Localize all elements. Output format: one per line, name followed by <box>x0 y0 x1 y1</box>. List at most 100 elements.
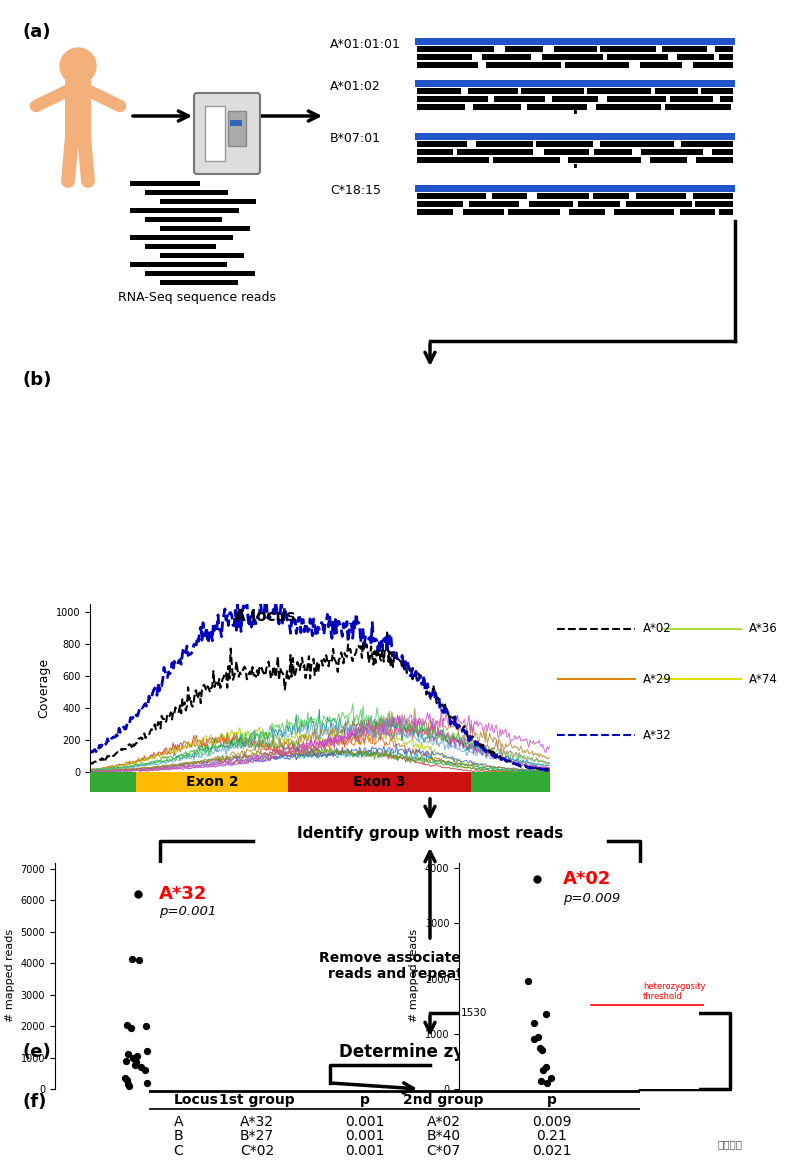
Bar <box>415 185 735 192</box>
Bar <box>626 201 692 207</box>
Text: C*02: C*02 <box>240 1144 274 1159</box>
Text: A*32: A*32 <box>159 885 207 903</box>
Point <box>120 1052 133 1070</box>
Bar <box>493 157 560 163</box>
Point <box>122 1045 135 1063</box>
Bar <box>417 193 486 199</box>
Bar <box>494 96 545 102</box>
Point <box>535 1041 548 1060</box>
Bar <box>417 209 453 215</box>
Bar <box>568 157 641 163</box>
Text: 1530: 1530 <box>462 1008 487 1018</box>
Bar <box>417 149 453 156</box>
Point <box>531 870 543 888</box>
Bar <box>90 772 137 792</box>
Bar <box>587 88 651 94</box>
Bar <box>417 104 465 110</box>
Bar <box>655 88 698 94</box>
Bar <box>415 38 735 45</box>
Bar <box>417 140 467 147</box>
Text: Determine zygosity: Determine zygosity <box>338 1043 521 1061</box>
Bar <box>695 201 733 207</box>
Text: RNA-Seq sequence reads: RNA-Seq sequence reads <box>118 291 276 304</box>
Point <box>130 1047 143 1066</box>
Bar <box>145 217 222 222</box>
Bar <box>482 55 531 60</box>
Bar <box>469 201 519 207</box>
Bar <box>593 193 629 199</box>
Bar <box>544 149 589 156</box>
Point <box>540 1074 553 1093</box>
Bar <box>712 149 733 156</box>
Text: Exon 3: Exon 3 <box>353 774 406 789</box>
Text: A*29: A*29 <box>643 673 672 686</box>
Bar <box>594 149 632 156</box>
Point <box>139 1061 152 1080</box>
Bar <box>137 772 288 792</box>
Bar <box>417 55 472 60</box>
Point <box>122 1076 135 1095</box>
Text: (f): (f) <box>22 1093 46 1111</box>
Point <box>544 1068 557 1087</box>
Bar <box>486 62 561 68</box>
Text: (e): (e) <box>22 1043 51 1061</box>
Bar <box>681 140 733 147</box>
Point <box>533 1038 546 1057</box>
Bar <box>693 193 733 199</box>
Bar <box>665 104 731 110</box>
Point <box>135 1058 148 1076</box>
Point <box>132 885 144 903</box>
Bar <box>417 88 461 94</box>
FancyBboxPatch shape <box>65 79 91 138</box>
Bar <box>600 140 674 147</box>
Text: heterozygosity
threshold: heterozygosity threshold <box>643 982 705 1001</box>
Text: C: C <box>173 1144 184 1159</box>
Bar <box>701 88 733 94</box>
Bar <box>696 157 733 163</box>
Bar <box>492 193 527 199</box>
Point <box>522 972 535 990</box>
Point <box>528 1014 540 1032</box>
Bar <box>537 193 589 199</box>
Bar <box>463 209 504 215</box>
Point <box>539 1005 552 1024</box>
Text: A*01:01:01: A*01:01:01 <box>330 37 401 50</box>
Point <box>531 1027 544 1046</box>
Text: Exon 2: Exon 2 <box>186 774 239 789</box>
Point <box>535 1072 548 1090</box>
Bar <box>662 46 707 52</box>
Bar <box>529 201 573 207</box>
Text: A*74: A*74 <box>749 673 778 686</box>
Text: C*07: C*07 <box>426 1144 461 1159</box>
Bar <box>521 88 584 94</box>
Bar <box>719 55 733 60</box>
Bar <box>719 209 733 215</box>
Point <box>121 1070 133 1089</box>
Point <box>528 1030 541 1048</box>
Bar <box>130 208 239 212</box>
Bar <box>417 157 489 163</box>
Bar <box>230 120 242 127</box>
Bar <box>160 226 250 231</box>
Bar <box>130 262 227 267</box>
Text: B*40: B*40 <box>426 1130 461 1144</box>
Bar <box>636 193 686 199</box>
Bar <box>536 140 593 147</box>
Bar <box>473 104 521 110</box>
Bar <box>160 199 256 204</box>
Text: 0.001: 0.001 <box>345 1115 385 1128</box>
Text: A*02: A*02 <box>426 1115 461 1128</box>
Bar <box>457 149 533 156</box>
Bar <box>228 111 246 146</box>
Text: ·: · <box>571 154 579 182</box>
FancyBboxPatch shape <box>194 93 260 174</box>
Bar <box>160 253 244 258</box>
Text: c) iteration 1: c) iteration 1 <box>65 893 177 908</box>
Point <box>140 1017 152 1036</box>
Text: A*02: A*02 <box>563 871 612 888</box>
Text: (b): (b) <box>22 372 51 389</box>
Text: B: B <box>173 1130 184 1144</box>
Bar <box>578 201 620 207</box>
Bar <box>417 96 488 102</box>
Bar <box>472 772 550 792</box>
